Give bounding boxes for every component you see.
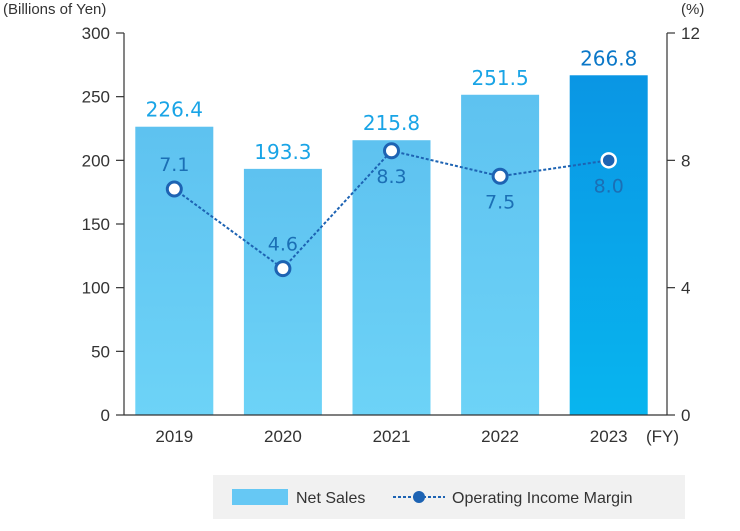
x-ticks: 2019 2020 2021 2022 2023 bbox=[155, 427, 627, 446]
margin-point-2021 bbox=[383, 142, 400, 160]
bar-value-label: 226.4 bbox=[146, 98, 203, 122]
margin-point-2020 bbox=[274, 260, 292, 278]
margin-point-2023 bbox=[600, 152, 617, 169]
margin-value-label: 7.1 bbox=[159, 154, 189, 176]
bar-value-label: 266.8 bbox=[580, 46, 637, 70]
x-axis-suffix: (FY) bbox=[646, 427, 679, 446]
y-left-ticks: 0 50 100 150 200 250 300 bbox=[82, 24, 124, 425]
legend-swatch-net-sales bbox=[232, 489, 288, 505]
legend-net-sales: Net Sales bbox=[296, 490, 365, 507]
bar-2022 bbox=[461, 94, 540, 416]
margin-point-2019 bbox=[165, 180, 183, 198]
bar-2021 bbox=[352, 140, 431, 415]
y-right-tick-label: 8 bbox=[681, 151, 690, 170]
y-right-ticks: 0 4 8 12 bbox=[667, 24, 700, 425]
data-labels: 226.4 193.3 215.8 251.5 266.8 7.1 4.6 8.3 7.5 8.0 bbox=[146, 46, 638, 255]
margin-value-label: 8.0 bbox=[594, 175, 624, 197]
y-right-tick-label: 4 bbox=[681, 279, 690, 298]
margin-line bbox=[165, 142, 617, 278]
y-right-label: (%) bbox=[681, 1, 704, 18]
x-tick-label: 2023 bbox=[590, 427, 628, 446]
x-tick-label: 2020 bbox=[264, 427, 302, 446]
margin-series-line bbox=[173, 149, 609, 270]
bar-2019 bbox=[135, 126, 214, 415]
legend: Net Sales Operating Income Margin bbox=[213, 475, 685, 519]
y-right-tick-label: 12 bbox=[681, 24, 700, 43]
legend-operating-income-margin: Operating Income Margin bbox=[452, 490, 633, 507]
y-left-tick-label: 200 bbox=[82, 151, 110, 170]
margin-point-2022 bbox=[491, 167, 509, 185]
y-left-tick-label: 50 bbox=[91, 342, 110, 361]
bar-2023 bbox=[569, 75, 648, 416]
margin-value-label: 7.5 bbox=[485, 191, 515, 213]
legend-marker-icon bbox=[413, 491, 425, 503]
y-left-tick-label: 100 bbox=[82, 279, 110, 298]
bar-value-label: 251.5 bbox=[471, 66, 528, 90]
y-left-tick-label: 250 bbox=[82, 88, 110, 107]
bar-value-label: 215.8 bbox=[363, 111, 420, 135]
y-left-tick-label: 0 bbox=[101, 406, 110, 425]
margin-value-label: 8.3 bbox=[376, 166, 406, 188]
x-tick-label: 2022 bbox=[481, 427, 519, 446]
y-left-tick-label: 150 bbox=[82, 215, 110, 234]
y-right-tick-label: 0 bbox=[681, 406, 690, 425]
y-left-tick-label: 300 bbox=[82, 24, 110, 43]
bars bbox=[135, 75, 648, 416]
legend-box bbox=[213, 475, 685, 519]
x-tick-label: 2019 bbox=[155, 427, 193, 446]
bar-2020 bbox=[243, 168, 322, 415]
x-tick-label: 2021 bbox=[373, 427, 411, 446]
y-left-label: (Billions of Yen) bbox=[3, 1, 106, 18]
bar-value-label: 193.3 bbox=[254, 140, 311, 164]
margin-value-label: 4.6 bbox=[268, 234, 298, 256]
